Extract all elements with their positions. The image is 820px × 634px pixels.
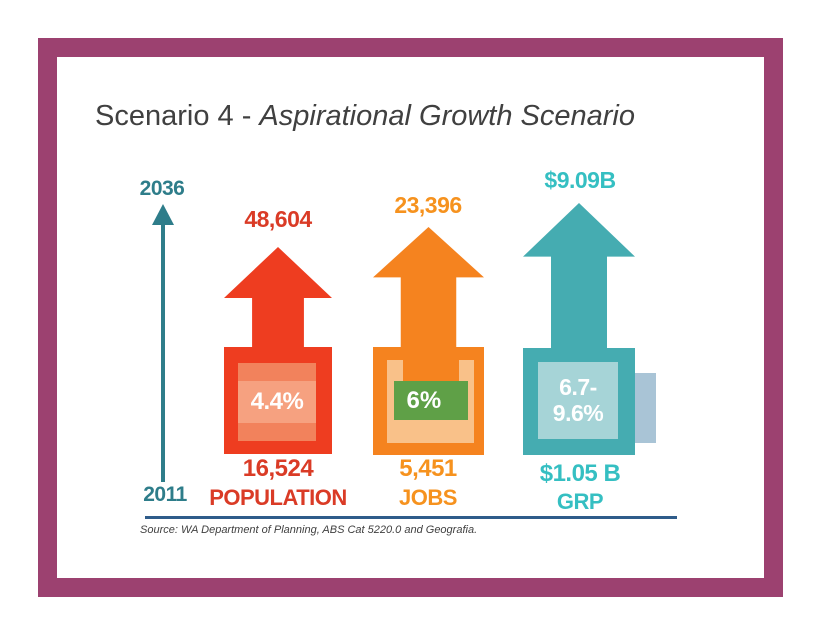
page-title: Scenario 4 - Aspirational Growth Scenari… [95,100,635,133]
axis-top-year-label: 2036 [139,177,185,200]
jobs-base-box: 6% [373,347,484,455]
jobs-growth-badge: 6% [393,381,468,420]
population-growth-badge: 4.4% [238,381,316,423]
grp-base-value: $1.05 B [539,460,621,487]
source-note: Source: WA Department of Planning, ABS C… [140,524,478,536]
jobs-growth-value: 6% [406,386,442,414]
population-top-value: 48,604 [244,206,312,232]
grp-side-tab [635,373,656,443]
grp-top-value: $9.09B [544,167,616,193]
grp-base-box: 6.7- 9.6% [523,348,656,455]
timeline-up-arrow-icon [152,204,174,482]
population-category-label: POPULATION [209,485,347,510]
axis-bottom-year-label: 2011 [143,483,187,506]
jobs-arrow-shaft-extension [402,360,459,381]
jobs-base-value: 5,451 [399,455,457,482]
population-base-box: 4.4% [224,347,332,454]
jobs-top-value: 23,396 [394,192,462,218]
jobs-category-label: JOBS [399,485,457,510]
population-growth-value: 4.4% [250,388,304,415]
page-title-italic: Aspirational Growth Scenario [259,100,635,132]
grp-growth-line1: 6.7- [559,373,597,400]
population-base-value: 16,524 [242,455,314,482]
grp-growth-line2: 9.6% [552,399,604,426]
source-divider [145,516,677,519]
grp-category-label: GRP [556,489,604,514]
grp-growth-badge: 6.7- 9.6% [538,362,618,439]
population-inner-box: 4.4% [238,363,316,441]
jobs-inner-box: 6% [387,360,474,443]
page-title-regular: Scenario 4 - [95,100,260,132]
